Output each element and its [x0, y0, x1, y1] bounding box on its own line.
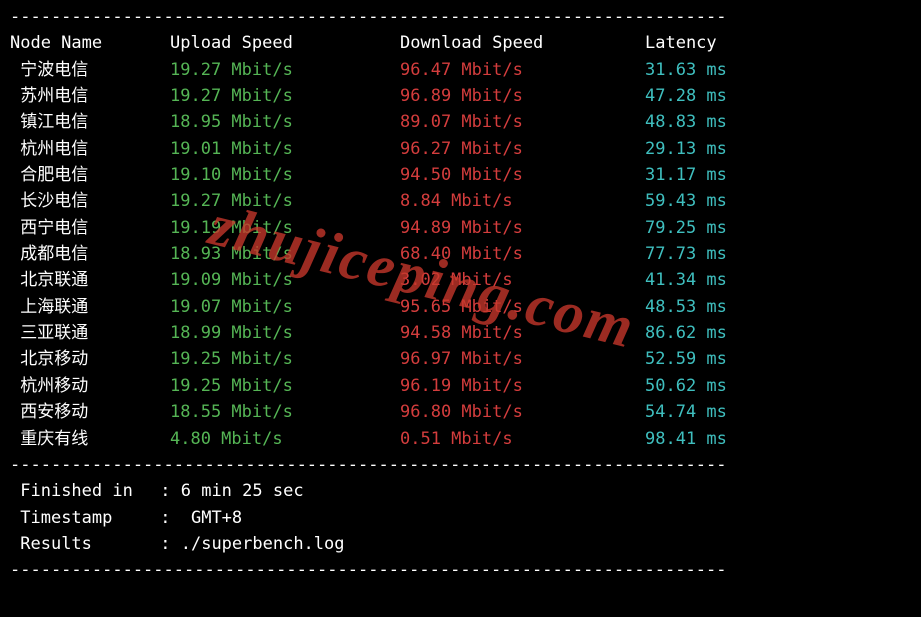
table-row: 上海联通19.07 Mbit/s95.65 Mbit/s48.53 ms	[10, 294, 911, 320]
table-row: 镇江电信18.95 Mbit/s89.07 Mbit/s48.83 ms	[10, 109, 911, 135]
cell-latency: 77.73 ms	[645, 241, 825, 267]
cell-node: 三亚联通	[10, 320, 170, 346]
cell-latency: 31.63 ms	[645, 57, 825, 83]
table-row: 苏州电信19.27 Mbit/s96.89 Mbit/s47.28 ms	[10, 83, 911, 109]
cell-download: 96.97 Mbit/s	[400, 346, 645, 372]
cell-latency: 47.28 ms	[645, 83, 825, 109]
footer-results-label: Results	[20, 531, 160, 557]
cell-download: 94.58 Mbit/s	[400, 320, 645, 346]
cell-node: 上海联通	[10, 294, 170, 320]
table-row: 西安移动18.55 Mbit/s96.80 Mbit/s54.74 ms	[10, 399, 911, 425]
table-row: 北京移动19.25 Mbit/s96.97 Mbit/s52.59 ms	[10, 346, 911, 372]
footer-results: Results: ./superbench.log	[10, 531, 911, 557]
cell-upload: 4.80 Mbit/s	[170, 426, 400, 452]
cell-upload: 19.27 Mbit/s	[170, 83, 400, 109]
table-row: 杭州移动19.25 Mbit/s96.19 Mbit/s50.62 ms	[10, 373, 911, 399]
cell-node: 长沙电信	[10, 188, 170, 214]
table-row: 成都电信18.93 Mbit/s68.40 Mbit/s77.73 ms	[10, 241, 911, 267]
cell-node: 北京联通	[10, 267, 170, 293]
table-row: 北京联通19.09 Mbit/s3.02 Mbit/s41.34 ms	[10, 267, 911, 293]
footer-timestamp-label: Timestamp	[20, 505, 160, 531]
cell-node: 成都电信	[10, 241, 170, 267]
cell-download: 94.50 Mbit/s	[400, 162, 645, 188]
cell-node: 苏州电信	[10, 83, 170, 109]
cell-latency: 54.74 ms	[645, 399, 825, 425]
footer-timestamp-value: GMT+8	[191, 508, 242, 528]
footer-timestamp: Timestamp: GMT+8	[10, 505, 911, 531]
footer-finished: Finished in: 6 min 25 sec	[10, 478, 911, 504]
cell-upload: 19.07 Mbit/s	[170, 294, 400, 320]
cell-node: 北京移动	[10, 346, 170, 372]
cell-upload: 18.55 Mbit/s	[170, 399, 400, 425]
cell-upload: 19.27 Mbit/s	[170, 57, 400, 83]
cell-download: 95.65 Mbit/s	[400, 294, 645, 320]
cell-node: 杭州移动	[10, 373, 170, 399]
cell-upload: 18.93 Mbit/s	[170, 241, 400, 267]
cell-latency: 48.83 ms	[645, 109, 825, 135]
cell-download: 0.51 Mbit/s	[400, 426, 645, 452]
cell-node: 重庆有线	[10, 426, 170, 452]
cell-latency: 29.13 ms	[645, 136, 825, 162]
cell-upload: 18.99 Mbit/s	[170, 320, 400, 346]
cell-download: 8.84 Mbit/s	[400, 188, 645, 214]
footer-results-value: ./superbench.log	[181, 534, 345, 554]
cell-latency: 59.43 ms	[645, 188, 825, 214]
cell-download: 96.47 Mbit/s	[400, 57, 645, 83]
speedtest-rows: 宁波电信19.27 Mbit/s96.47 Mbit/s31.63 ms 苏州电…	[10, 57, 911, 452]
header-latency: Latency	[645, 30, 825, 56]
header-download: Download Speed	[400, 30, 645, 56]
header-row: Node Name Upload Speed Download Speed La…	[10, 30, 911, 56]
cell-latency: 52.59 ms	[645, 346, 825, 372]
terminal-output: { "divider": "--------------------------…	[0, 0, 921, 617]
divider-top: ----------------------------------------…	[10, 4, 911, 30]
cell-download: 3.02 Mbit/s	[400, 267, 645, 293]
cell-latency: 86.62 ms	[645, 320, 825, 346]
cell-latency: 98.41 ms	[645, 426, 825, 452]
cell-download: 96.27 Mbit/s	[400, 136, 645, 162]
cell-upload: 19.27 Mbit/s	[170, 188, 400, 214]
cell-latency: 48.53 ms	[645, 294, 825, 320]
cell-upload: 19.01 Mbit/s	[170, 136, 400, 162]
table-row: 长沙电信19.27 Mbit/s8.84 Mbit/s59.43 ms	[10, 188, 911, 214]
footer-finished-value: 6 min 25 sec	[181, 481, 304, 501]
cell-download: 96.80 Mbit/s	[400, 399, 645, 425]
cell-upload: 19.19 Mbit/s	[170, 215, 400, 241]
cell-latency: 50.62 ms	[645, 373, 825, 399]
table-row: 杭州电信19.01 Mbit/s96.27 Mbit/s29.13 ms	[10, 136, 911, 162]
cell-latency: 79.25 ms	[645, 215, 825, 241]
cell-node: 西宁电信	[10, 215, 170, 241]
cell-latency: 31.17 ms	[645, 162, 825, 188]
table-row: 合肥电信19.10 Mbit/s94.50 Mbit/s31.17 ms	[10, 162, 911, 188]
cell-upload: 19.09 Mbit/s	[170, 267, 400, 293]
cell-node: 镇江电信	[10, 109, 170, 135]
footer-finished-label: Finished in	[20, 478, 160, 504]
cell-upload: 19.25 Mbit/s	[170, 346, 400, 372]
cell-download: 96.19 Mbit/s	[400, 373, 645, 399]
cell-download: 94.89 Mbit/s	[400, 215, 645, 241]
header-node: Node Name	[10, 30, 170, 56]
divider-mid: ----------------------------------------…	[10, 452, 911, 478]
cell-download: 68.40 Mbit/s	[400, 241, 645, 267]
cell-upload: 19.10 Mbit/s	[170, 162, 400, 188]
divider-bottom: ----------------------------------------…	[10, 557, 911, 583]
cell-upload: 18.95 Mbit/s	[170, 109, 400, 135]
cell-download: 89.07 Mbit/s	[400, 109, 645, 135]
cell-node: 西安移动	[10, 399, 170, 425]
cell-node: 杭州电信	[10, 136, 170, 162]
header-upload: Upload Speed	[170, 30, 400, 56]
table-row: 三亚联通18.99 Mbit/s94.58 Mbit/s86.62 ms	[10, 320, 911, 346]
table-row: 重庆有线4.80 Mbit/s0.51 Mbit/s98.41 ms	[10, 426, 911, 452]
cell-node: 合肥电信	[10, 162, 170, 188]
cell-download: 96.89 Mbit/s	[400, 83, 645, 109]
cell-latency: 41.34 ms	[645, 267, 825, 293]
cell-node: 宁波电信	[10, 57, 170, 83]
table-row: 宁波电信19.27 Mbit/s96.47 Mbit/s31.63 ms	[10, 57, 911, 83]
table-row: 西宁电信19.19 Mbit/s94.89 Mbit/s79.25 ms	[10, 215, 911, 241]
cell-upload: 19.25 Mbit/s	[170, 373, 400, 399]
